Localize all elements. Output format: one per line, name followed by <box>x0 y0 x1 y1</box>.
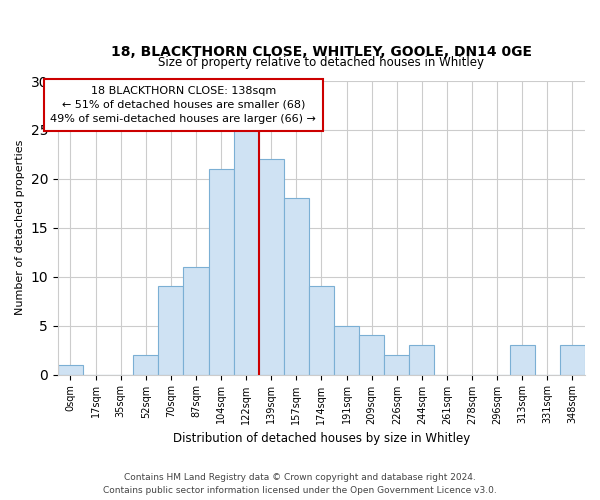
X-axis label: Distribution of detached houses by size in Whitley: Distribution of detached houses by size … <box>173 432 470 445</box>
Y-axis label: Number of detached properties: Number of detached properties <box>15 140 25 316</box>
Bar <box>409 345 434 374</box>
Text: Size of property relative to detached houses in Whitley: Size of property relative to detached ho… <box>158 56 484 70</box>
Bar <box>384 355 409 374</box>
Bar <box>560 345 585 374</box>
Bar <box>334 326 359 374</box>
Bar <box>184 267 209 374</box>
Bar <box>158 286 184 374</box>
Bar <box>309 286 334 374</box>
Bar <box>284 198 309 374</box>
Bar <box>133 355 158 374</box>
Text: Contains HM Land Registry data © Crown copyright and database right 2024.
Contai: Contains HM Land Registry data © Crown c… <box>103 474 497 495</box>
Bar <box>58 365 83 374</box>
Title: 18, BLACKTHORN CLOSE, WHITLEY, GOOLE, DN14 0GE: 18, BLACKTHORN CLOSE, WHITLEY, GOOLE, DN… <box>111 45 532 59</box>
Bar <box>259 160 284 374</box>
Bar <box>510 345 535 374</box>
Bar <box>359 336 384 374</box>
Bar <box>209 169 233 374</box>
Text: 18 BLACKTHORN CLOSE: 138sqm
← 51% of detached houses are smaller (68)
49% of sem: 18 BLACKTHORN CLOSE: 138sqm ← 51% of det… <box>50 86 316 124</box>
Bar <box>233 130 259 374</box>
